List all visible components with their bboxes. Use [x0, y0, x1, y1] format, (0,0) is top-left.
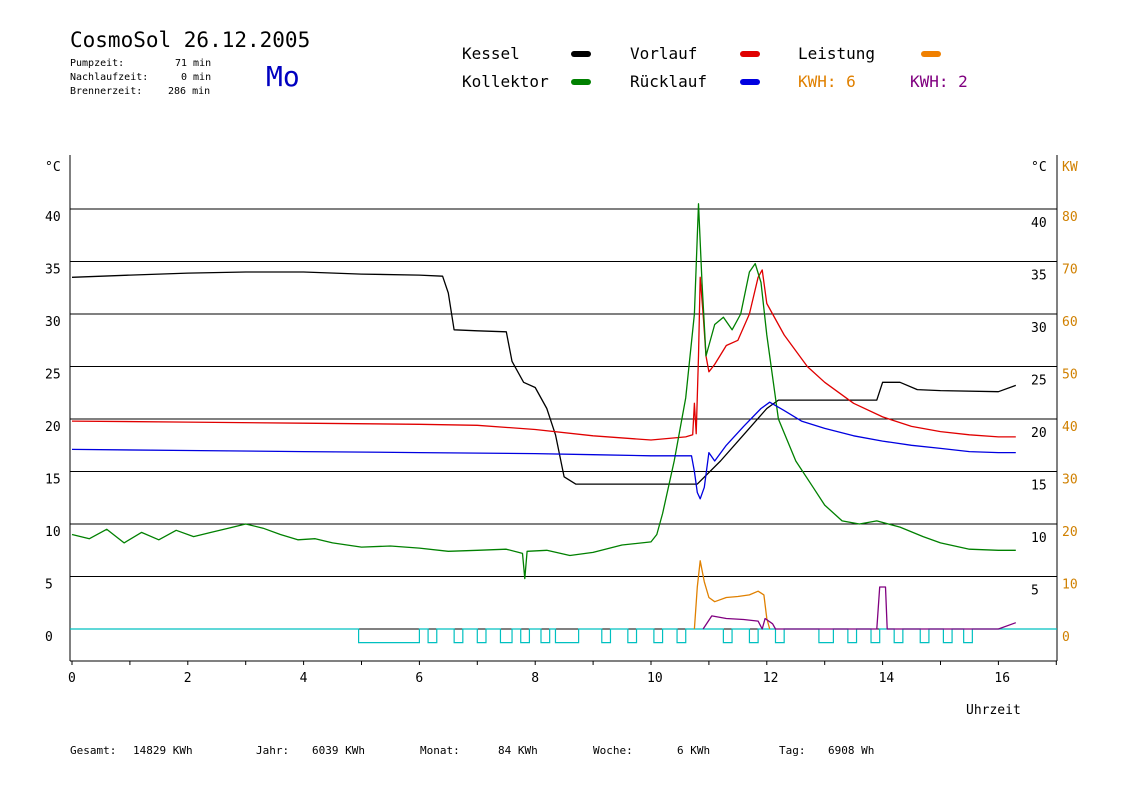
- y-left-tick-label-20: 20: [45, 420, 61, 435]
- y-right-temp-tick-label-15: 15: [1031, 479, 1047, 494]
- pump-indicator-line: [70, 628, 1057, 644]
- series-line-leistung2: [702, 586, 1017, 630]
- weekday-label: Mo: [266, 60, 300, 93]
- y-right-temp-tick-label-5: 5: [1031, 584, 1039, 599]
- x-tick-label-4: 4: [300, 671, 308, 686]
- y-right-power-tick-label-60: 60: [1062, 315, 1078, 330]
- footer-jahr-label: Jahr:: [256, 744, 290, 757]
- chart-labels: 0 2 4 6 8 10 12 14 16 0 5 10 15 20 25 30 35 40 5 10 15 20 25 30…: [45, 160, 1078, 718]
- y-left-tick-label-5: 5: [45, 578, 53, 593]
- x-tick-label-0: 0: [68, 671, 76, 686]
- footer-gesamt-value: 14829 KWh: [133, 744, 193, 757]
- y-right-temp-tick-label-30: 30: [1031, 321, 1047, 336]
- series-line-vorlauf: [71, 269, 1016, 441]
- x-tick-label-12: 12: [763, 671, 779, 686]
- footer-jahr-value: 6039 KWh: [312, 744, 365, 757]
- y-right-power-tick-label-0: 0: [1062, 630, 1070, 645]
- y-right-temp-tick-label-40: 40: [1031, 216, 1047, 231]
- legend-kollektor-label: Kollektor: [462, 72, 549, 91]
- y-left-tick-label-30: 30: [45, 315, 61, 330]
- chart-axes: [69, 155, 1058, 665]
- footer-monat-value: 84 KWh: [498, 744, 538, 757]
- x-tick-label-14: 14: [879, 671, 895, 686]
- y-right-power-tick-label-30: 30: [1062, 473, 1078, 488]
- x-tick-label-6: 6: [415, 671, 423, 686]
- x-tick-label-2: 2: [184, 671, 192, 686]
- series-line-kollektor: [71, 203, 1016, 580]
- chart-series: [70, 203, 1057, 644]
- y-left-tick-label-15: 15: [45, 473, 61, 488]
- y-left-tick-label-25: 25: [45, 368, 61, 383]
- footer-woche-value: 6 KWh: [677, 744, 711, 757]
- x-tick-label-10: 10: [647, 671, 663, 686]
- y-right-power-tick-label-10: 10: [1062, 578, 1078, 593]
- y-left-tick-label-40: 40: [45, 210, 61, 225]
- legend-kessel-swatch: [571, 51, 591, 57]
- legend-leistung-swatch: [921, 51, 941, 57]
- legend-leistung-label: Leistung: [798, 44, 876, 63]
- footer-tag-label: Tag:: [779, 744, 806, 757]
- footer-gesamt-label: Gesamt:: [70, 744, 117, 757]
- legend-kwh-leistung: KWH: 6: [798, 72, 856, 91]
- stat-brennerzeit-value: 286 min: [168, 86, 211, 97]
- y-right-temp-unit: °C: [1031, 160, 1047, 175]
- y-left-tick-label-35: 35: [45, 263, 61, 278]
- stat-pumpzeit-value: 71 min: [175, 58, 212, 69]
- y-left-unit: °C: [45, 160, 61, 175]
- legend-vorlauf-label: Vorlauf: [630, 44, 698, 63]
- footer-monat-label: Monat:: [420, 744, 460, 757]
- x-tick-label-16: 16: [994, 671, 1010, 686]
- y-right-temp-tick-label-10: 10: [1031, 531, 1047, 546]
- y-right-power-tick-label-80: 80: [1062, 210, 1078, 225]
- legend-kwh-second: KWH: 2: [910, 72, 968, 91]
- footer-tag-value: 6908 Wh: [828, 744, 875, 757]
- y-right-power-tick-label-50: 50: [1062, 368, 1078, 383]
- footer-woche-label: Woche:: [593, 744, 633, 757]
- stat-pumpzeit-label: Pumpzeit:: [70, 58, 125, 69]
- series-line-r-cklauf: [71, 401, 1016, 500]
- series-line-leistung: [693, 560, 771, 630]
- y-right-power-tick-label-40: 40: [1062, 420, 1078, 435]
- legend-ruecklauf-label: Rücklauf: [630, 72, 708, 91]
- y-left-tick-label-10: 10: [45, 525, 61, 540]
- y-right-temp-tick-label-35: 35: [1031, 269, 1047, 284]
- legend-ruecklauf-swatch: [740, 79, 760, 85]
- series-line-kessel: [71, 271, 1017, 485]
- stat-nachlaufzeit-value: 0 min: [181, 72, 212, 83]
- x-axis-label: Uhrzeit: [966, 703, 1021, 718]
- legend-vorlauf-swatch: [740, 51, 760, 57]
- page-title: CosmoSol 26.12.2005: [70, 28, 311, 52]
- stat-nachlaufzeit-label: Nachlaufzeit:: [70, 72, 149, 83]
- stat-brennerzeit-label: Brennerzeit:: [70, 86, 143, 97]
- y-right-power-unit: KW: [1062, 160, 1078, 175]
- y-right-power-tick-label-20: 20: [1062, 525, 1078, 540]
- y-right-temp-tick-label-25: 25: [1031, 374, 1047, 389]
- legend-kollektor-swatch: [571, 79, 591, 85]
- y-left-tick-label-0: 0: [45, 630, 53, 645]
- y-right-power-tick-label-70: 70: [1062, 263, 1078, 278]
- legend-kessel-label: Kessel: [462, 44, 520, 63]
- x-tick-label-8: 8: [531, 671, 539, 686]
- y-right-temp-tick-label-20: 20: [1031, 426, 1047, 441]
